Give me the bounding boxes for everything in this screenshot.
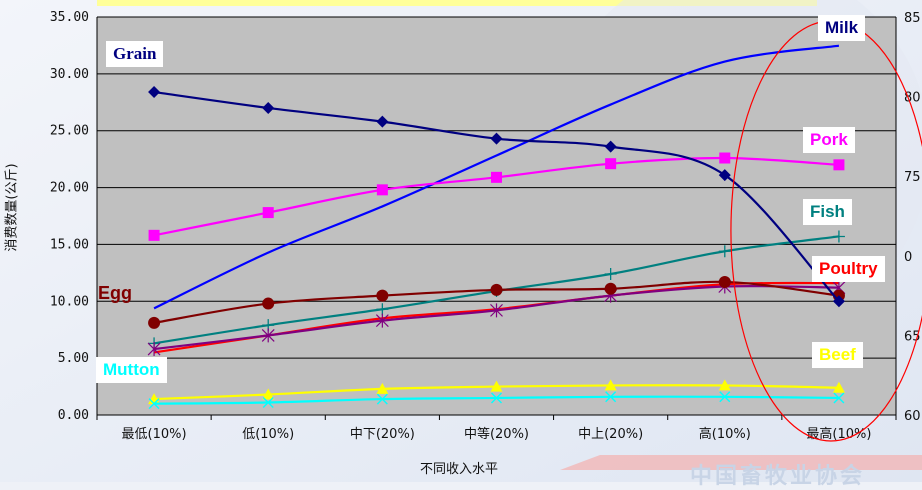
- data-point-fish: [718, 245, 731, 258]
- data-point-mutton: [491, 392, 502, 404]
- y-tick-label: 35.00: [50, 10, 89, 25]
- y-tick-label: 20.00: [50, 181, 89, 196]
- data-point-pork: [148, 229, 160, 241]
- data-point-unlabeled: [375, 313, 389, 328]
- data-point-pork: [262, 207, 274, 219]
- x-tick-label: 最低(10%): [122, 427, 187, 442]
- data-point-pork: [376, 184, 388, 196]
- y2-tick-label: 75: [904, 170, 921, 185]
- series-label-fish: Fish: [803, 199, 852, 225]
- data-point-grain: [262, 101, 275, 114]
- data-point-beef: [604, 379, 617, 391]
- y-tick-label: 0.00: [58, 408, 89, 423]
- data-point-egg: [376, 289, 389, 302]
- data-point-pork: [491, 171, 502, 183]
- series-label-milk: Milk: [818, 15, 866, 41]
- data-point-grain: [718, 169, 731, 182]
- series-label-grain: Grain: [106, 41, 164, 67]
- y-tick-label: 15.00: [50, 237, 89, 252]
- x-tick-label: 中下(20%): [350, 427, 415, 442]
- x-tick-label: 最高(10%): [806, 426, 871, 442]
- data-point-egg: [490, 283, 503, 296]
- series-line-milk: [153, 44, 840, 310]
- data-point-mutton: [148, 398, 160, 410]
- data-point-fish: [604, 267, 617, 280]
- series-label-egg: Egg: [98, 283, 132, 303]
- y2-tick-label: 80: [904, 91, 921, 106]
- data-point-mutton: [376, 393, 388, 405]
- data-point-mutton: [262, 396, 274, 408]
- data-point-mutton: [833, 392, 845, 404]
- y-tick-label: 30.00: [50, 67, 89, 82]
- x-tick-label: 中上(20%): [578, 427, 643, 442]
- y-tick-label: 10.00: [50, 294, 89, 309]
- series-label-poultry: Poultry: [812, 256, 885, 282]
- data-point-beef: [376, 382, 389, 394]
- data-point-grain: [376, 115, 389, 128]
- series-label-beef: Beef: [812, 342, 863, 368]
- y2-tick-label: 0: [904, 250, 912, 265]
- data-point-egg: [604, 282, 617, 295]
- data-point-fish: [832, 230, 845, 243]
- data-point-fish: [376, 303, 389, 316]
- data-point-egg: [718, 275, 731, 288]
- data-point-grain: [832, 295, 845, 308]
- data-point-unlabeled: [261, 328, 275, 343]
- data-point-grain: [604, 140, 617, 153]
- x-axis-title: 不同收入水平: [420, 462, 499, 477]
- plot-area: [97, 17, 896, 415]
- y2-tick-label: 60: [904, 409, 921, 424]
- data-point-mutton: [719, 391, 731, 403]
- data-point-grain: [148, 86, 161, 99]
- y2-tick-label: 65: [904, 329, 921, 344]
- data-point-pork: [605, 158, 617, 170]
- y-axis-title: 消费数量(公斤): [4, 163, 20, 252]
- x-tick-label: 中等(20%): [464, 426, 529, 442]
- data-point-egg: [148, 316, 161, 329]
- data-point-unlabeled: [147, 342, 161, 357]
- data-point-mutton: [605, 391, 617, 403]
- x-tick-label: 高(10%): [699, 426, 751, 442]
- data-point-egg: [262, 297, 275, 310]
- data-point-beef: [262, 388, 275, 400]
- data-point-beef: [718, 379, 731, 391]
- y-tick-label: 25.00: [50, 124, 89, 139]
- x-tick-label: 低(10%): [242, 427, 294, 442]
- data-point-pork: [719, 152, 731, 164]
- data-point-pork: [833, 159, 845, 171]
- y-tick-label: 5.00: [58, 351, 89, 366]
- data-point-beef: [832, 381, 845, 393]
- data-point-grain: [490, 132, 503, 145]
- series-label-mutton: Mutton: [96, 357, 167, 383]
- data-point-beef: [490, 380, 503, 392]
- watermark-text: 中国畜牧业协会: [690, 464, 866, 489]
- y2-tick-label: 85: [904, 11, 921, 26]
- series-label-pork: Pork: [803, 127, 855, 153]
- data-point-unlabeled: [490, 303, 503, 318]
